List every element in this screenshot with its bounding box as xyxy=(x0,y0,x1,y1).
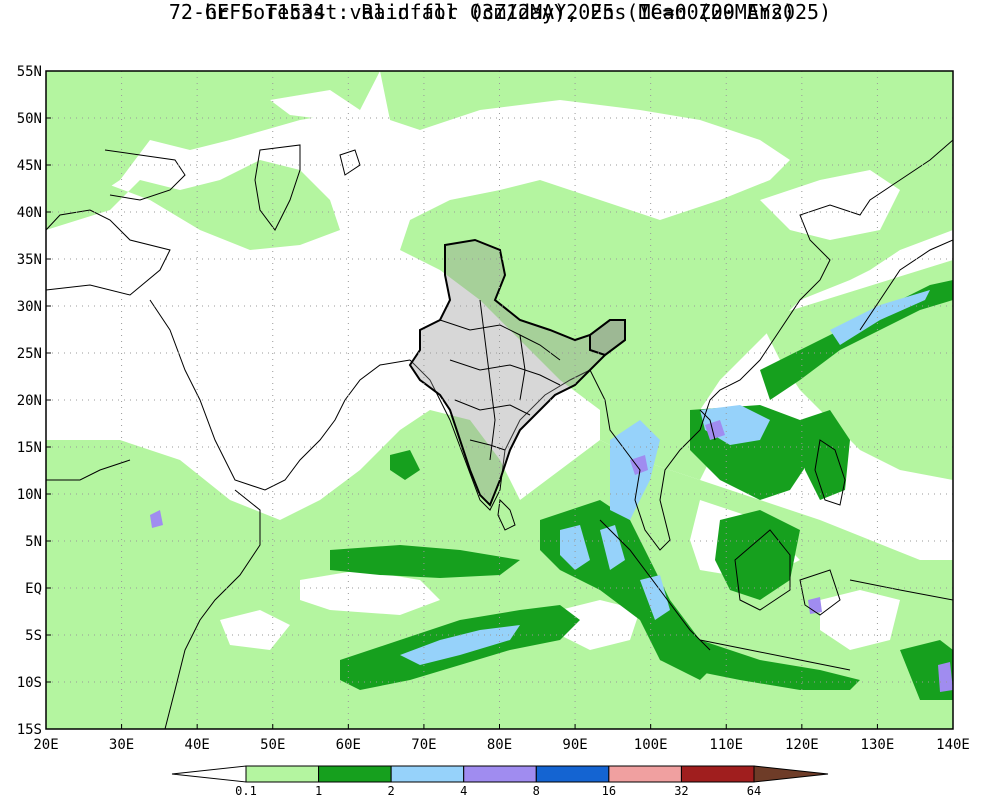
colorbar-level-label: 2 xyxy=(388,784,395,798)
lon-tick-label: 130E xyxy=(861,737,895,753)
lat-tick-label: 5S xyxy=(25,628,42,644)
colorbar: 0.1 1 2 4 8 16 32 64 xyxy=(171,765,829,798)
colorbar-box xyxy=(608,765,682,783)
rain-level-4 xyxy=(150,420,953,692)
lon-tick-label: 30E xyxy=(109,737,134,753)
lon-tick-label: 60E xyxy=(336,737,361,753)
lon-tick-label: 120E xyxy=(785,737,819,753)
lat-tick-label: 10S xyxy=(17,675,42,691)
colorbar-box xyxy=(680,765,755,783)
lon-tick-label: 20E xyxy=(33,737,58,753)
colorbar-max-triangle xyxy=(753,765,829,783)
lat-tick-label: 15N xyxy=(17,440,42,456)
lon-tick-label: 80E xyxy=(487,737,512,753)
lat-tick-label: 30N xyxy=(17,299,42,315)
map-title-line2: 72-hr Forecast valid for 03Z12MAY2025 (I… xyxy=(168,0,832,24)
lon-tick-label: 70E xyxy=(411,737,436,753)
colorbar-level-label: 8 xyxy=(533,784,540,798)
colorbar-level-label: 4 xyxy=(460,784,467,798)
lat-tick-label: EQ xyxy=(25,581,42,597)
lon-tick-label: 50E xyxy=(260,737,285,753)
colorbar-level-label: 0.1 xyxy=(235,784,257,798)
colorbar-min-triangle xyxy=(171,765,247,783)
colorbar-box xyxy=(318,765,392,783)
lat-tick-label: 10N xyxy=(17,487,42,503)
colorbar-box xyxy=(463,765,537,783)
lat-tick-label: 15S xyxy=(17,722,42,738)
lat-tick-label: 25N xyxy=(17,346,42,362)
lon-tick-label: 100E xyxy=(634,737,668,753)
colorbar-level-label: 64 xyxy=(747,784,761,798)
colorbar-box xyxy=(245,765,320,783)
coastlines xyxy=(46,139,953,729)
lat-tick-label: 50N xyxy=(17,111,42,127)
lat-tick-label: 35N xyxy=(17,252,42,268)
lon-tick-label: 40E xyxy=(185,737,210,753)
lon-tick-label: 90E xyxy=(562,737,587,753)
rain-level-1 xyxy=(330,280,953,700)
lon-tick-label: 140E xyxy=(936,737,970,753)
lat-tick-label: 55N xyxy=(17,64,42,80)
india-outline xyxy=(408,238,626,507)
lat-tick-label: 40N xyxy=(17,205,42,221)
map-title-line1: GEFS T1534 : Rainfall (cm/day), Ens Mean… xyxy=(204,0,795,24)
lat-tick-label: 20N xyxy=(17,393,42,409)
rain-level-below-0.1 xyxy=(130,90,900,650)
lat-tick-label: 5N xyxy=(25,534,42,550)
colorbar-box xyxy=(535,765,610,783)
colorbar-level-label: 16 xyxy=(602,784,616,798)
lat-tick-label: 45N xyxy=(17,158,42,174)
colorbar-level-label: 1 xyxy=(315,784,322,798)
colorbar-level-label: 32 xyxy=(674,784,688,798)
lon-tick-label: 110E xyxy=(709,737,743,753)
colorbar-box xyxy=(390,765,465,783)
latitude-labels: 55N 50N 45N 40N 35N 30N 25N 20N 15N 10N 5N EQ 5S 10S 1… xyxy=(17,64,51,738)
longitude-labels: 20E 30E 40E 50E 60E 70E 80E 90E 100E 110E 120E 130E… xyxy=(33,724,970,753)
